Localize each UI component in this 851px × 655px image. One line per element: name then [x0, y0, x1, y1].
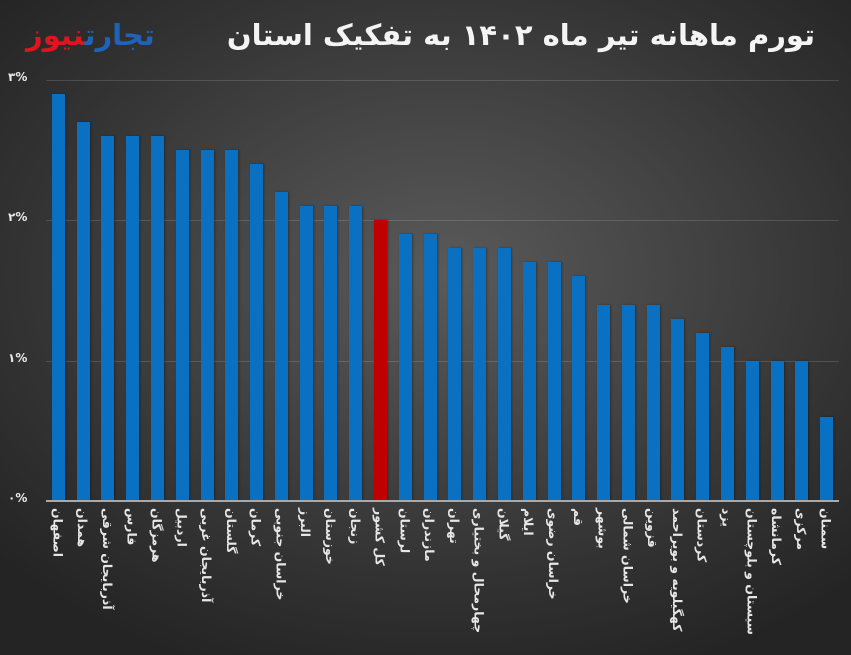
bar [770, 360, 784, 501]
logo-word-tejarat: تجارت [84, 18, 155, 52]
x-tick-label: آذربایجان غربی [199, 508, 215, 603]
bar [720, 346, 734, 501]
x-tick-label: کل کشور [372, 508, 388, 566]
header: تجارتنیوز تورم ماهانه تیر ماه ۱۴۰۲ به تف… [0, 14, 851, 66]
x-tick-label: آذربایجان شرقی [99, 508, 115, 610]
x-tick-label: اردبیل [174, 508, 190, 547]
gridline [46, 220, 839, 222]
bar [473, 248, 487, 501]
bar [448, 248, 462, 501]
x-tick-label: قزوین [645, 508, 661, 548]
bar [126, 136, 140, 501]
y-tick-label: ۱% [8, 350, 28, 365]
bar [76, 122, 90, 501]
x-tick-label: همدان [75, 508, 91, 548]
x-tick-label: چهارمحال و بختیاری [471, 508, 487, 634]
bar [398, 234, 412, 501]
x-tick-label: قم [570, 508, 586, 526]
bar [200, 150, 214, 501]
bar [522, 262, 536, 501]
bar-national-average [374, 220, 388, 501]
x-tick-label: یزد [719, 508, 735, 527]
chart-title: تورم ماهانه تیر ماه ۱۴۰۲ به تفکیک استان [226, 18, 815, 52]
bar [497, 248, 511, 501]
bar [423, 234, 437, 501]
x-tick-label: لرستان [397, 508, 413, 554]
bar [250, 164, 264, 501]
brand-logo: تجارتنیوز [26, 18, 155, 52]
bar [324, 206, 338, 501]
bar [820, 416, 834, 501]
x-tick-label: خوزستان [322, 508, 338, 565]
x-tick-label: گلستان [223, 508, 239, 554]
bar [225, 150, 239, 501]
bar [349, 206, 363, 501]
gridline [46, 360, 839, 362]
x-tick-label: تهران [446, 508, 462, 544]
x-tick-label: کرمان [248, 508, 264, 547]
bar [151, 136, 165, 501]
y-tick-label: ۲% [8, 210, 28, 225]
x-tick-label: خراسان جنوبی [273, 508, 289, 601]
x-tick-label: فارس [124, 508, 140, 546]
x-tick-label: کردستان [694, 508, 710, 563]
x-tick-label: خراسان شمالی [620, 508, 636, 604]
x-tick-label: زنجان [347, 508, 363, 545]
x-tick-label: مازندران [422, 508, 438, 562]
bar [274, 192, 288, 501]
x-tick-label: البرز [298, 508, 314, 538]
bar [621, 304, 635, 501]
bar [51, 94, 65, 501]
bar [696, 332, 710, 501]
y-tick-label: ۳% [8, 70, 28, 84]
logo-word-news: نیوز [26, 18, 85, 52]
bar [572, 276, 586, 501]
x-tick-label: اصفهان [50, 508, 66, 557]
bar [795, 360, 809, 501]
bar [175, 150, 189, 501]
x-tick-label: کهگیلویه و بویراحمد [669, 508, 685, 632]
x-tick-label: ایلام [521, 508, 537, 536]
x-tick-label: مرکزی [793, 508, 809, 551]
x-tick-label: خراسان رضوی [546, 508, 562, 600]
bar [745, 360, 759, 501]
bar [671, 318, 685, 501]
x-tick-label: بوشهر [595, 508, 611, 549]
bar [646, 304, 660, 501]
x-tick-label: هرمزگان [149, 508, 165, 563]
bar [597, 304, 611, 501]
bar [101, 136, 115, 501]
x-tick-label: سمنان [818, 508, 834, 550]
x-axis-line [46, 500, 839, 502]
x-tick-label: گیلان [496, 508, 512, 541]
x-tick-label: کرمانشاه [769, 508, 785, 565]
bar [547, 262, 561, 501]
x-tick-label: سیستان و بلوچستان [744, 508, 760, 635]
y-tick-label: ۰% [8, 491, 28, 505]
bar [299, 206, 313, 501]
gridline [46, 80, 839, 81]
